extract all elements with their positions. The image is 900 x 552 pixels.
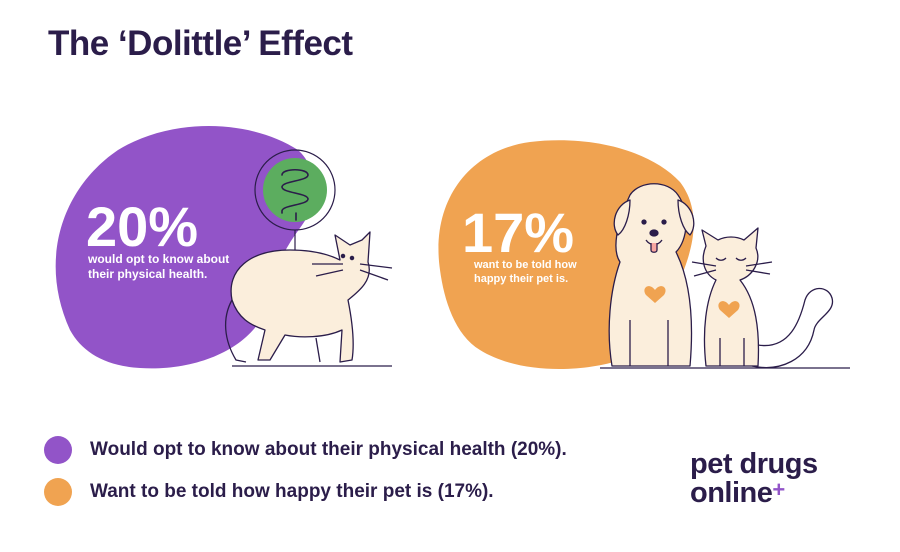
logo-plus-icon: + xyxy=(772,477,785,502)
logo-word: online xyxy=(690,477,773,509)
stat-panel-physical-health: 20% would opt to know about their physic… xyxy=(55,126,393,369)
intestine-icon xyxy=(281,168,309,221)
legend-item-physical-health: Would opt to know about their physical h… xyxy=(44,436,567,464)
legend-label: Would opt to know about their physical h… xyxy=(90,439,567,460)
pet-drugs-online-logo: pet drugs online+ xyxy=(690,450,818,508)
logo-line-1: pet drugs xyxy=(690,448,818,480)
heart-icon-cat xyxy=(718,301,740,318)
logo-line-2: online+ xyxy=(690,477,818,509)
stat-panel-happiness: 17% want to be told how happy their pet … xyxy=(438,140,850,370)
cat-illustration xyxy=(224,231,393,363)
stat-desc-physical-line2: their physical health. xyxy=(88,267,207,281)
icon-background xyxy=(263,158,327,222)
stat-value-physical: 20% xyxy=(86,195,198,258)
legend-dot-orange xyxy=(44,478,72,506)
legend-item-happiness: Want to be told how happy their pet is (… xyxy=(44,478,567,506)
stat-desc-happiness-line2: happy their pet is. xyxy=(474,273,568,285)
cat-illustration-right xyxy=(691,227,834,369)
stat-desc-happiness-line1: want to be told how xyxy=(473,259,577,271)
legend: Would opt to know about their physical h… xyxy=(44,436,567,520)
legend-dot-purple xyxy=(44,436,72,464)
heart-icon xyxy=(644,286,666,303)
page-title: The ‘Dolittle’ Effect xyxy=(48,24,353,63)
stat-desc-physical-line1: would opt to know about xyxy=(87,252,229,266)
legend-label: Want to be told how happy their pet is (… xyxy=(90,481,494,502)
dog-illustration xyxy=(608,183,695,367)
stat-value-happiness: 17% xyxy=(462,201,574,264)
